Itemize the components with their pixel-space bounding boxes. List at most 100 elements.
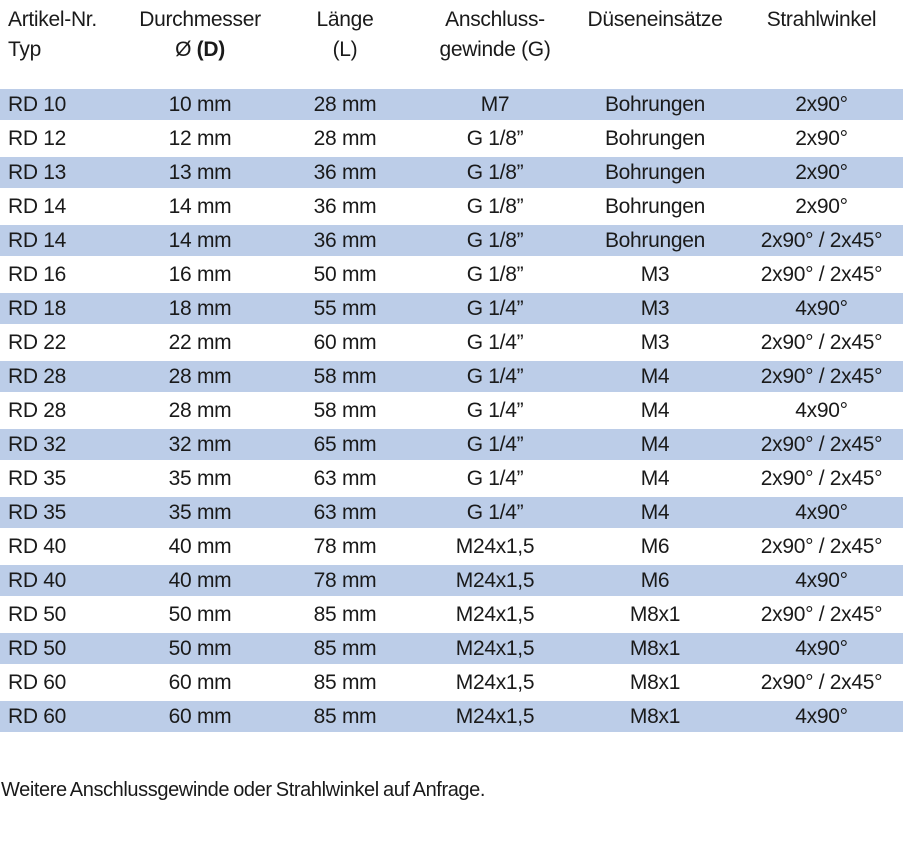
- table-cell-durchmesser: 13 mm: [130, 154, 270, 191]
- table-cell-einsaetze: M3: [570, 290, 740, 327]
- table-cell-laenge: 50 mm: [270, 256, 420, 293]
- table-row: RD 35 35 mm 63 mm G 1/4” M4 2x90° / 2x45°: [0, 460, 903, 497]
- table-cell-gewinde: G 1/4”: [420, 290, 570, 327]
- table-cell-laenge: 28 mm: [270, 87, 420, 123]
- table-cell-gewinde: G 1/4”: [420, 460, 570, 497]
- table-cell-gewinde: G 1/4”: [420, 494, 570, 531]
- table-row: RD 60 60 mm 85 mm M24x1,5 M8x1 2x90° / 2x45°: [0, 664, 903, 701]
- table-cell-gewinde: M7: [420, 87, 570, 123]
- table-cell-strahlwinkel: 4x90°: [740, 630, 903, 667]
- table-cell-artikel: RD 10: [0, 87, 130, 123]
- table-cell-durchmesser: 32 mm: [130, 426, 270, 463]
- table-cell-einsaetze: M8x1: [570, 596, 740, 633]
- table-cell-artikel: RD 40: [0, 528, 130, 565]
- column-header-strahlwinkel-line1: Strahlwinkel: [766, 8, 877, 31]
- column-header-laenge-line1: Länge: [316, 8, 374, 31]
- table-cell-laenge: 55 mm: [270, 290, 420, 327]
- table-cell-strahlwinkel: 2x90° / 2x45°: [740, 596, 903, 633]
- table-row: RD 10 10 mm 28 mm M7 Bohrungen 2x90°: [0, 87, 903, 123]
- table-row: RD 22 22 mm 60 mm G 1/4” M3 2x90° / 2x45°: [0, 324, 903, 361]
- table-cell-einsaetze: Bohrungen: [570, 154, 740, 191]
- column-header-laenge-line2: (L): [332, 38, 358, 61]
- table-cell-durchmesser: 40 mm: [130, 562, 270, 599]
- table-cell-durchmesser: 50 mm: [130, 630, 270, 667]
- table-cell-einsaetze: M4: [570, 358, 740, 395]
- table-cell-einsaetze: M6: [570, 528, 740, 565]
- table-cell-einsaetze: Bohrungen: [570, 120, 740, 157]
- table-cell-strahlwinkel: 2x90° / 2x45°: [740, 426, 903, 463]
- table-cell-artikel: RD 32: [0, 426, 130, 463]
- column-header-durchmesser: Durchmesser Ø (D): [130, 0, 270, 88]
- table-cell-durchmesser: 35 mm: [130, 460, 270, 497]
- table-cell-durchmesser: 16 mm: [130, 256, 270, 293]
- table-row: RD 50 50 mm 85 mm M24x1,5 M8x1 4x90°: [0, 630, 903, 667]
- table-cell-artikel: RD 35: [0, 494, 130, 531]
- table-cell-einsaetze: M8x1: [570, 664, 740, 701]
- table-row: RD 18 18 mm 55 mm G 1/4” M3 4x90°: [0, 290, 903, 327]
- table-cell-einsaetze: M4: [570, 426, 740, 463]
- table-cell-laenge: 60 mm: [270, 324, 420, 361]
- table-row: RD 28 28 mm 58 mm G 1/4” M4 4x90°: [0, 392, 903, 429]
- table-cell-laenge: 78 mm: [270, 528, 420, 565]
- column-header-artikel-line2: Typ: [8, 38, 41, 61]
- table-cell-artikel: RD 40: [0, 562, 130, 599]
- table-cell-gewinde: G 1/8”: [420, 120, 570, 157]
- table-row: RD 14 14 mm 36 mm G 1/8” Bohrungen 2x90° / 2x…: [0, 222, 903, 259]
- table-cell-laenge: 65 mm: [270, 426, 420, 463]
- table-cell-gewinde: M24x1,5: [420, 528, 570, 565]
- table-cell-laenge: 85 mm: [270, 630, 420, 667]
- table-cell-laenge: 85 mm: [270, 698, 420, 735]
- table-cell-strahlwinkel: 2x90° / 2x45°: [740, 528, 903, 565]
- table-cell-gewinde: M24x1,5: [420, 698, 570, 735]
- table-row: RD 12 12 mm 28 mm G 1/8” Bohrungen 2x90°: [0, 120, 903, 157]
- table-cell-durchmesser: 22 mm: [130, 324, 270, 361]
- table-cell-durchmesser: 12 mm: [130, 120, 270, 157]
- table-cell-durchmesser: 60 mm: [130, 698, 270, 735]
- table-cell-gewinde: M24x1,5: [420, 664, 570, 701]
- column-header-artikel: Artikel-Nr. Typ: [0, 0, 130, 88]
- table-cell-artikel: RD 18: [0, 290, 130, 327]
- table-cell-einsaetze: M3: [570, 324, 740, 361]
- table-cell-durchmesser: 14 mm: [130, 222, 270, 259]
- table-cell-durchmesser: 50 mm: [130, 596, 270, 633]
- table-cell-laenge: 58 mm: [270, 392, 420, 429]
- table-cell-einsaetze: M8x1: [570, 698, 740, 735]
- table-cell-strahlwinkel: 4x90°: [740, 392, 903, 429]
- table-cell-durchmesser: 35 mm: [130, 494, 270, 531]
- table-row: RD 32 32 mm 65 mm G 1/4” M4 2x90° / 2x45°: [0, 426, 903, 463]
- table-cell-strahlwinkel: 2x90°: [740, 120, 903, 157]
- column-header-einsaetze: Düseneinsätze: [570, 0, 740, 88]
- table-cell-strahlwinkel: 2x90°: [740, 154, 903, 191]
- column-header-artikel-line1: Artikel-Nr.: [8, 8, 97, 31]
- column-header-gewinde-line1: Anschluss-: [445, 8, 545, 31]
- table-cell-strahlwinkel: 4x90°: [740, 494, 903, 531]
- table-cell-gewinde: M24x1,5: [420, 630, 570, 667]
- table-cell-strahlwinkel: 4x90°: [740, 562, 903, 599]
- table-cell-artikel: RD 35: [0, 460, 130, 497]
- table-cell-artikel: RD 14: [0, 222, 130, 259]
- column-header-gewinde-line2: gewinde (G): [439, 38, 551, 61]
- table-cell-durchmesser: 28 mm: [130, 358, 270, 395]
- table-row: RD 28 28 mm 58 mm G 1/4” M4 2x90° / 2x45°: [0, 358, 903, 395]
- table-cell-artikel: RD 14: [0, 188, 130, 225]
- table-cell-laenge: 36 mm: [270, 222, 420, 259]
- table-cell-strahlwinkel: 2x90° / 2x45°: [740, 664, 903, 701]
- table-cell-strahlwinkel: 4x90°: [740, 290, 903, 327]
- diameter-abbrev: (D): [196, 38, 226, 61]
- table-cell-durchmesser: 40 mm: [130, 528, 270, 565]
- table-cell-laenge: 36 mm: [270, 154, 420, 191]
- table-cell-strahlwinkel: 2x90° / 2x45°: [740, 324, 903, 361]
- table-cell-einsaetze: M8x1: [570, 630, 740, 667]
- table-cell-durchmesser: 14 mm: [130, 188, 270, 225]
- table-cell-laenge: 63 mm: [270, 494, 420, 531]
- table-cell-artikel: RD 28: [0, 392, 130, 429]
- table-cell-strahlwinkel: 2x90°: [740, 188, 903, 225]
- table-cell-gewinde: G 1/8”: [420, 188, 570, 225]
- table-cell-strahlwinkel: 4x90°: [740, 698, 903, 735]
- table-cell-durchmesser: 18 mm: [130, 290, 270, 327]
- table-cell-durchmesser: 60 mm: [130, 664, 270, 701]
- table-cell-laenge: 36 mm: [270, 188, 420, 225]
- column-header-gewinde: Anschluss- gewinde (G): [420, 0, 570, 88]
- table-cell-einsaetze: Bohrungen: [570, 188, 740, 225]
